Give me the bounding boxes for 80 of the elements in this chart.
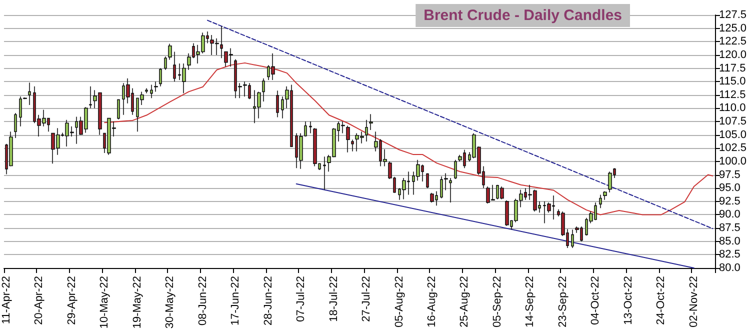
candlestick <box>14 112 17 138</box>
y-tick-label: 100.0 <box>719 155 747 168</box>
candlestick <box>505 200 509 226</box>
y-tick-label: 122.5 <box>719 36 747 48</box>
x-tick-label: 25-Aug-22 <box>458 276 471 328</box>
x-tick-label: 17-Jun-22 <box>230 276 242 326</box>
y-tick-label: 127.5 <box>719 9 747 21</box>
x-tick-label: 05-Sep-22 <box>491 276 504 328</box>
candlestick <box>145 88 148 94</box>
candlestick <box>220 26 223 59</box>
candlestick <box>271 52 275 80</box>
y-tick-label: 92.5 <box>719 195 740 208</box>
candlestick <box>117 99 120 120</box>
candlestick <box>159 68 162 87</box>
candlestick <box>449 178 452 203</box>
line-series <box>104 62 714 216</box>
candlestick <box>182 63 186 94</box>
candlestick <box>262 78 265 102</box>
y-tick-label: 112.5 <box>719 88 746 101</box>
chart-title: Brent Crude - Daily Candles <box>424 7 622 24</box>
x-tick-label: 29-Apr-22 <box>66 276 78 325</box>
candlestick <box>454 159 457 180</box>
x-tick-label: 24-Oct-22 <box>655 276 668 325</box>
candlestick <box>346 125 350 153</box>
x-tick-label: 08-Jun-22 <box>196 276 209 326</box>
candlestick <box>281 96 284 119</box>
y-tick-label: 102.5 <box>719 142 747 154</box>
x-tick-label: 07-Jul-22 <box>295 276 308 322</box>
x-tick-label: 18-Jul-22 <box>328 276 340 322</box>
candlestick <box>608 171 612 193</box>
y-tick-label: 82.5 <box>719 248 740 261</box>
x-tick-label: 20-Apr-22 <box>33 276 46 325</box>
y-tick-label: 90.0 <box>719 208 740 221</box>
candlestick <box>173 51 176 82</box>
y-tick-label: 107.5 <box>719 116 747 128</box>
candlestick <box>28 82 31 106</box>
x-tick-label: 11-Apr-22 <box>0 276 12 324</box>
x-tick-label: 10-May-22 <box>98 276 111 329</box>
candlestick <box>257 91 261 119</box>
x-tick-label: 13-Oct-22 <box>622 276 634 325</box>
y-tick-label: 95.0 <box>719 182 740 194</box>
candlestick <box>603 190 607 200</box>
x-tick-label: 02-Nov-22 <box>688 276 700 328</box>
y-tick-label: 80.0 <box>719 262 740 274</box>
candlestick <box>309 121 312 134</box>
candlestick <box>323 156 326 190</box>
x-tick-label: 04-Oct-22 <box>590 276 602 325</box>
candlestick <box>430 192 434 203</box>
y-tick-label: 87.5 <box>719 222 740 234</box>
y-tick-label: 115.0 <box>719 76 746 88</box>
x-tick-label: 19-May-22 <box>131 276 144 329</box>
y-tick-label: 117.5 <box>719 62 746 74</box>
candlestick <box>313 128 317 167</box>
candlestick <box>365 120 368 142</box>
candlestick <box>599 194 602 208</box>
candlestick <box>351 139 354 152</box>
x-tick-label: 14-Sep-22 <box>524 276 536 328</box>
y-tick-label: 125.0 <box>719 22 747 34</box>
y-tick-label: 97.5 <box>719 168 740 181</box>
x-tick-label: 16-Aug-22 <box>426 276 438 328</box>
x-tick-label: 05-Aug-22 <box>393 276 406 328</box>
candlestick <box>164 56 167 70</box>
x-tick-label: 28-Jun-22 <box>262 276 274 326</box>
candlestick <box>168 43 172 60</box>
candlestick <box>89 86 92 109</box>
x-tick-label: 30-May-22 <box>164 276 176 329</box>
y-tick-label: 85.0 <box>719 235 740 248</box>
candlestick <box>154 81 158 92</box>
candlestick <box>571 229 574 248</box>
y-tick-label: 120.0 <box>719 48 747 61</box>
candlestick <box>150 84 153 98</box>
x-tick-label: 23-Sep-22 <box>556 276 569 328</box>
candlestick <box>369 114 373 130</box>
y-tick-label: 105.0 <box>719 128 747 141</box>
candlestick <box>276 90 279 118</box>
candlestick <box>426 172 429 189</box>
candlestick <box>500 186 504 200</box>
y-tick-label: 110.0 <box>719 102 746 114</box>
x-tick-label: 27-Jul-22 <box>360 276 373 322</box>
candlestick <box>243 81 247 97</box>
